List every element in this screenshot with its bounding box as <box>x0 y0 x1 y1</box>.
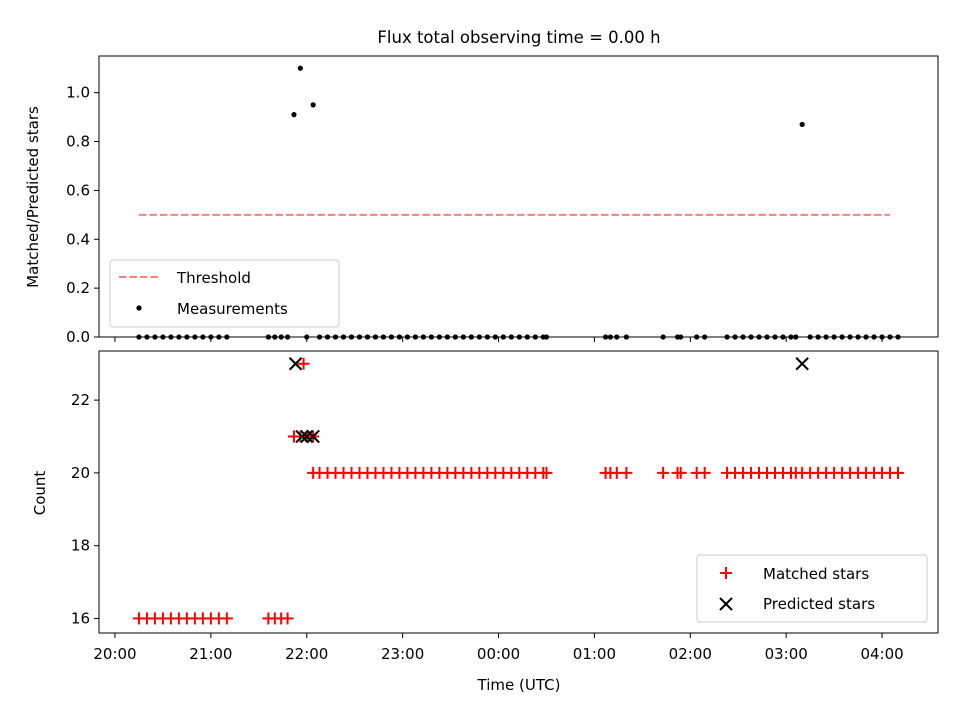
top-x-axis <box>114 337 883 342</box>
bottom-x-tick-label: 01:00 <box>573 645 616 663</box>
matched-star-point <box>620 466 633 479</box>
bottom-x-tick-label: 23:00 <box>381 645 424 663</box>
bottom-y-tick-label: 20 <box>71 464 90 482</box>
bottom-x-tick-label: 21:00 <box>189 645 232 663</box>
top-axes-frame <box>98 55 939 338</box>
top-y-tick-label: 0.4 <box>66 230 90 248</box>
matched-star-point <box>540 466 553 479</box>
matched-star-point <box>657 466 670 479</box>
bottom-x-tick-label: 20:00 <box>93 645 136 663</box>
bottom-x-axis: 20:00 21:00 22:00 23:00 00:00 01:00 02:00 03:00… <box>93 633 904 663</box>
legend-measurements-swatch <box>136 305 142 311</box>
bottom-y-tick-label: 18 <box>71 537 90 555</box>
bottom-x-tick-label: 03:00 <box>765 645 808 663</box>
bottom-axes-frame <box>98 350 939 634</box>
bottom-panel: 16 18 20 22 20:00 21:00 22:00 23:00 00:00 01:00 0… <box>31 350 939 694</box>
bottom-plot-area <box>132 357 905 625</box>
top-y-axis-label: Matched/Predicted stars <box>24 106 42 288</box>
top-panel: 0.0 0.2 0.4 0.6 0.8 1.0 Matched/Predicted sta… <box>24 55 939 346</box>
top-y-tick-label: 0.2 <box>66 279 90 297</box>
bottom-legend-box <box>696 554 928 623</box>
legend-matched-swatch <box>720 567 732 579</box>
bottom-x-axis-label: Time (UTC) <box>477 676 561 694</box>
measurement-point <box>310 102 316 108</box>
predicted-star-point <box>295 429 309 444</box>
measurement-point <box>297 65 303 71</box>
matched-star-point <box>674 466 687 479</box>
top-legend-box <box>109 259 340 328</box>
matched-star-point <box>297 357 310 370</box>
matched-star-point <box>220 612 233 625</box>
bottom-y-axis: 16 18 20 22 <box>71 391 99 627</box>
bottom-x-tick-label: 22:00 <box>285 645 328 663</box>
predicted-star-point <box>300 429 314 444</box>
legend-predicted-label: Predicted stars <box>763 595 875 613</box>
matched-star-point <box>698 466 711 479</box>
top-y-tick-label: 1.0 <box>66 84 90 102</box>
legend-measurements-label: Measurements <box>177 300 288 318</box>
predicted-star-point <box>795 357 809 371</box>
top-y-axis: 0.0 0.2 0.4 0.6 0.8 1.0 <box>66 84 99 346</box>
bottom-x-tick-label: 02:00 <box>669 645 712 663</box>
bottom-legend: Matched stars Predicted stars <box>696 554 928 623</box>
predicted-star-point <box>288 357 303 371</box>
legend-matched-label: Matched stars <box>763 565 869 583</box>
measurement-point <box>291 112 297 118</box>
matched-star-point <box>281 612 294 625</box>
measurement-point <box>799 121 805 128</box>
bottom-x-tick-label: 04:00 <box>860 645 903 663</box>
top-legend: Threshold Measurements <box>109 259 340 328</box>
chart-title: Flux total observing time = 0.00 h <box>377 28 660 47</box>
top-plot-area <box>136 65 901 340</box>
legend-predicted-swatch <box>719 597 733 611</box>
predicted-star-point <box>306 429 320 444</box>
top-y-tick-label: 0.0 <box>66 328 90 346</box>
matched-star-point <box>892 466 905 479</box>
bottom-x-tick-label: 00:00 <box>477 645 520 663</box>
top-y-tick-label: 0.8 <box>66 133 90 151</box>
bottom-y-tick-label: 16 <box>71 609 90 627</box>
legend-threshold-label: Threshold <box>176 269 251 287</box>
bottom-y-tick-label: 22 <box>71 391 90 409</box>
bottom-y-axis-label: Count <box>31 471 49 516</box>
top-y-tick-label: 0.6 <box>66 181 90 199</box>
